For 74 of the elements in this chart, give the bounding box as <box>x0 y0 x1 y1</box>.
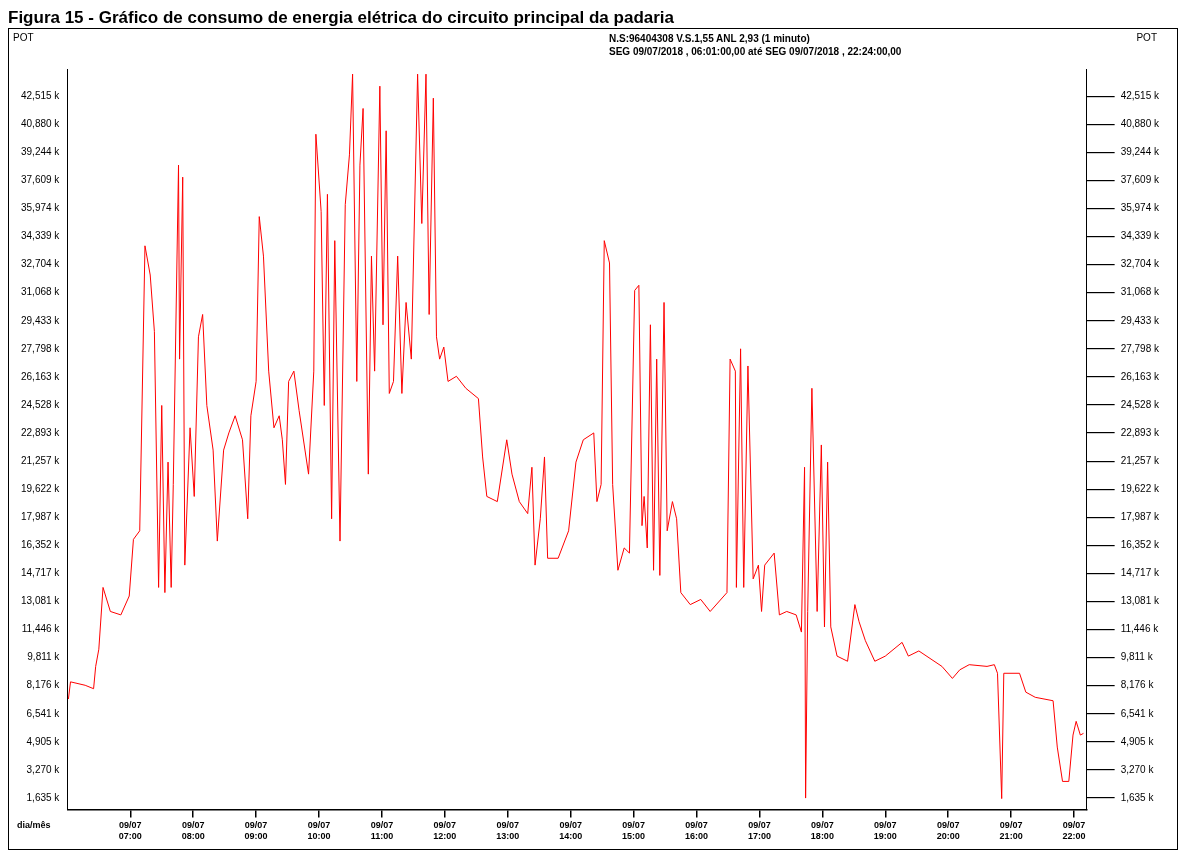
text: SEG 09/07/2018 , 06:01:00,00 até SEG 09/07/2018 , 22:24:00,00 <box>609 45 902 58</box>
y2-tick-label: 26,163 k <box>1120 370 1160 382</box>
x-tick-label: 09/07 08:00 <box>181 820 205 842</box>
y-tick-label: 14,717 k <box>20 567 61 579</box>
y2-tick-label: 42,515 k <box>1120 89 1160 101</box>
y2-tick-label: 16,352 k <box>1120 539 1160 551</box>
y2-tick-label: 29,433 k <box>1120 314 1160 326</box>
y-axis-title: POT <box>13 31 34 43</box>
y2-tick-label: 1,635 k <box>1120 791 1155 803</box>
x-tick-label: 09/07 14:00 <box>559 820 583 842</box>
y-tick-label: 26,163 k <box>20 370 61 382</box>
y-tick-label: 32,704 k <box>20 258 61 270</box>
y-tick-label: 3,270 k <box>26 763 61 775</box>
y2-tick-label: 14,717 k <box>1120 567 1160 579</box>
y2-tick-label: 40,880 k <box>1120 118 1160 130</box>
x-tick-label: 09/07 16:00 <box>685 820 709 842</box>
y2-tick-label: 4,905 k <box>1120 735 1155 747</box>
y-tick-label: 35,974 k <box>20 202 61 214</box>
y2-tick-label: 9,811 k <box>1120 651 1154 663</box>
y-tick-label: 29,433 k <box>20 314 61 326</box>
y2-axis-title: POT <box>1136 31 1157 43</box>
y-tick-label: 40,880 k <box>20 118 61 130</box>
x-tick-label: 09/07 19:00 <box>873 820 897 842</box>
y-tick-label: 21,257 k <box>20 454 61 466</box>
x-tick-label: 09/07 21:00 <box>999 820 1023 842</box>
y-tick-label: 42,515 k <box>20 89 61 101</box>
x-tick-label: 09/07 09:00 <box>244 820 268 842</box>
y2-tick-label: 3,270 k <box>1120 763 1155 775</box>
y-tick-label: 6,541 k <box>26 707 61 719</box>
y2-tick-label: 11,446 k <box>1120 623 1160 635</box>
y-tick-label: 9,811 k <box>27 651 61 663</box>
chart-subtitle: N.S:96404308 V.S.1,55 ANL 2,93 (1 minuto) <box>609 32 811 45</box>
y-tick-label: 22,893 k <box>20 426 61 438</box>
x-tick-label: 09/07 10:00 <box>307 820 331 842</box>
y2-tick-label: 32,704 k <box>1120 258 1160 270</box>
y2-tick-label: 13,081 k <box>1120 595 1160 607</box>
x-tick-label: 09/07 18:00 <box>810 820 834 842</box>
y-tick-label: 19,622 k <box>20 482 61 494</box>
y-tick-label: 39,244 k <box>20 146 61 158</box>
y2-tick-label: 35,974 k <box>1120 202 1160 214</box>
x-tick-label: 09/07 12:00 <box>433 820 457 842</box>
y2-tick-label: 34,339 k <box>1120 230 1160 242</box>
x-tick-label: 09/07 17:00 <box>747 820 771 842</box>
y-tick-label: 37,609 k <box>20 174 61 186</box>
y-tick-label: 17,987 k <box>20 511 61 523</box>
y-tick-label: 16,352 k <box>20 539 61 551</box>
x-tick-label: 09/07 15:00 <box>622 820 646 842</box>
y2-tick-label: 31,068 k <box>1120 286 1160 298</box>
y2-tick-label: 24,528 k <box>1120 398 1160 410</box>
y-tick-label: 13,081 k <box>20 595 61 607</box>
y-tick-label: 27,798 k <box>20 342 61 354</box>
y-tick-label: 34,339 k <box>20 230 61 242</box>
y2-tick-label: 27,798 k <box>1120 342 1160 354</box>
y2-tick-label: 39,244 k <box>1120 146 1160 158</box>
x-tick-label: 09/07 13:00 <box>496 820 520 842</box>
x-tick-label: 09/07 07:00 <box>118 820 142 842</box>
y2-tick-label: 22,893 k <box>1120 426 1160 438</box>
x-axis-title: dia/mês <box>17 820 51 831</box>
y-tick-label: 1,635 k <box>26 791 61 803</box>
y-tick-label: 11,446 k <box>21 623 61 635</box>
x-tick-label: 09/07 22:00 <box>1062 820 1086 842</box>
x-tick-label: 09/07 11:00 <box>370 820 394 842</box>
y2-tick-label: 37,609 k <box>1120 174 1160 186</box>
x-tick-label: 09/07 20:00 <box>936 820 960 842</box>
y2-tick-label: 19,622 k <box>1120 482 1160 494</box>
y2-tick-label: 21,257 k <box>1120 454 1160 466</box>
y2-tick-label: 6,541 k <box>1120 707 1155 719</box>
y2-tick-label: 8,176 k <box>1120 679 1155 691</box>
y2-tick-label: 17,987 k <box>1120 511 1160 523</box>
y-tick-label: 8,176 k <box>26 679 61 691</box>
y-tick-label: 31,068 k <box>20 286 61 298</box>
y-tick-label: 24,528 k <box>20 398 61 410</box>
chart-title: Figura 15 - Gráfico de consumo de energia elétrica do circuito principal da padaria <box>8 8 675 28</box>
y-tick-label: 4,905 k <box>26 735 61 747</box>
